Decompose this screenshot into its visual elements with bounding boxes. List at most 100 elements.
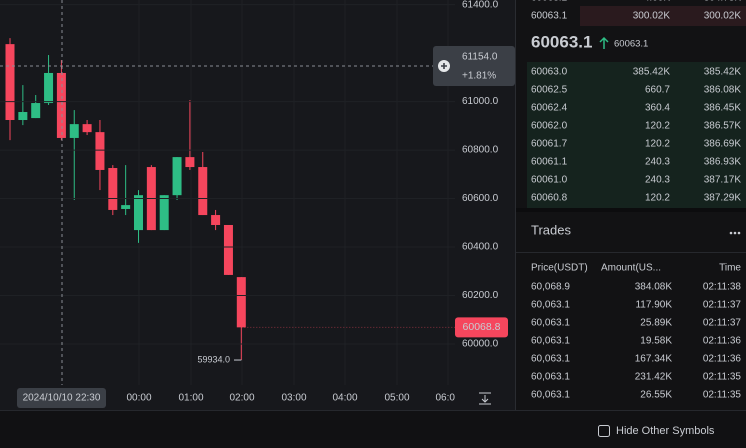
low-label: 59934.0	[197, 354, 230, 364]
book-total: 386.69K	[704, 139, 742, 150]
ask-depth	[580, 6, 746, 26]
book-amount: 120.2	[645, 139, 670, 150]
crosshair-time-box	[17, 388, 106, 408]
mark-price: 60063.1	[614, 39, 648, 50]
price-tick-label: 61000.0	[462, 96, 499, 107]
time-tick-label: 00:00	[126, 393, 151, 404]
book-amount: 167.34K	[635, 354, 673, 365]
time-tick-label: 06:00	[435, 393, 460, 404]
book-total: 386.93K	[704, 157, 742, 168]
book-amount: 120.2	[645, 121, 670, 132]
book-amount: 385.42K	[633, 67, 671, 78]
time-tick-label: 02:00	[229, 393, 254, 404]
book-price: 60061.7	[531, 139, 568, 150]
book-amount: 240.3	[645, 175, 670, 186]
candle-body	[185, 157, 195, 168]
price-tick-label: 61400.0	[462, 0, 499, 10]
checkbox[interactable]	[598, 425, 610, 437]
book-price: 60061.0	[531, 175, 568, 186]
chart-background	[0, 0, 516, 410]
book-amount: 19.58K	[640, 336, 672, 347]
time-tick-label: 01:00	[178, 393, 203, 404]
book-amount: 300.02K	[633, 11, 671, 22]
book-total: 02:11:35	[703, 372, 742, 383]
book-total: 387.29K	[704, 193, 742, 204]
book-price: 60061.1	[531, 157, 568, 168]
book-price: 60,063.1	[531, 372, 570, 383]
candle-body	[108, 168, 118, 210]
col-time: Time	[719, 263, 741, 274]
add-alert-plus	[441, 63, 447, 69]
book-price: 60,068.9	[531, 282, 570, 293]
crosshair-time: 2024/10/10 22:30	[23, 393, 101, 404]
trades-title: Trades	[531, 222, 571, 237]
candle-body	[134, 195, 143, 231]
last-trade-price: 60063.1	[531, 32, 592, 51]
plot: 00:00 01:00 02:00 03:00 04:00 05:00 06:00 59934…	[5, 0, 460, 404]
book-total: 386.08K	[704, 85, 742, 96]
col-price: Price(USDT)	[531, 263, 588, 274]
time-tick-label: 04:00	[332, 393, 357, 404]
book-total: 02:11:37	[703, 300, 742, 311]
book-amount: 25.89K	[640, 318, 672, 329]
more-menu[interactable]	[729, 231, 741, 235]
candle-body	[95, 132, 105, 170]
up-arrow	[599, 36, 609, 49]
book-total: 300.02K	[704, 11, 742, 22]
crosshair-change: +1.81%	[462, 71, 496, 82]
price-tick-label: 60800.0	[462, 145, 499, 156]
book-amount: 384.08K	[635, 282, 673, 293]
book-price: 60063.0	[531, 67, 568, 78]
checkbox-label[interactable]: Hide Other Symbols	[616, 425, 715, 437]
book-total: 387.17K	[704, 175, 742, 186]
bid-depth	[527, 62, 746, 208]
book-amount: 231.42K	[635, 372, 673, 383]
book-price: 60,063.1	[531, 318, 570, 329]
crosshair-price: 61154.0	[462, 52, 498, 63]
price-tick-label: 60400.0	[462, 242, 499, 253]
book-total: 386.57K	[704, 121, 742, 132]
book-total: 385.42K	[704, 67, 742, 78]
candle-body	[121, 205, 131, 209]
book-amount: 4.00K	[644, 0, 670, 4]
candle-body	[5, 44, 15, 121]
candle-body	[44, 72, 54, 104]
candle-body	[31, 103, 41, 119]
book-price: 60,063.1	[531, 390, 570, 401]
scale-icon[interactable]	[479, 392, 491, 405]
section-gap	[516, 208, 746, 212]
book-amount: 240.3	[645, 157, 670, 168]
price-tick-label: 60000.0	[462, 339, 499, 350]
book-amount: 360.4	[645, 103, 670, 114]
candle-body	[18, 112, 28, 121]
candle-body	[211, 215, 221, 225]
col-amount: Amount(US...	[601, 263, 661, 274]
book-total: 02:11:37	[703, 318, 742, 329]
book-price: 60,063.1	[531, 354, 570, 365]
time-tick-label: 05:00	[384, 393, 409, 404]
book-amount: 660.7	[645, 85, 670, 96]
last-price: 60068.8	[463, 321, 501, 333]
price-tick-label: 60600.0	[462, 193, 499, 204]
book-amount: 26.55K	[640, 390, 672, 401]
crosshair-price-box	[433, 46, 515, 86]
book-total: 304.78K	[704, 0, 742, 4]
book-price: 60063.2	[531, 0, 568, 4]
book-price: 60062.5	[531, 85, 568, 96]
candle-body	[56, 72, 66, 138]
candle-body	[223, 224, 233, 275]
book-total: 02:11:36	[703, 336, 742, 347]
book-price: 60062.0	[531, 121, 568, 132]
candle-body	[82, 124, 92, 133]
book-total: 386.45K	[704, 103, 742, 114]
candle-body	[69, 124, 79, 138]
candle-body	[198, 167, 208, 216]
book-amount: 120.2	[645, 193, 670, 204]
candle-body	[159, 195, 169, 231]
book-price: 60,063.1	[531, 336, 570, 347]
book-total: 02:11:38	[703, 282, 742, 293]
bottom-bar	[0, 410, 746, 448]
book-total: 02:11:35	[703, 390, 742, 401]
book-amount: 117.90K	[635, 300, 672, 311]
